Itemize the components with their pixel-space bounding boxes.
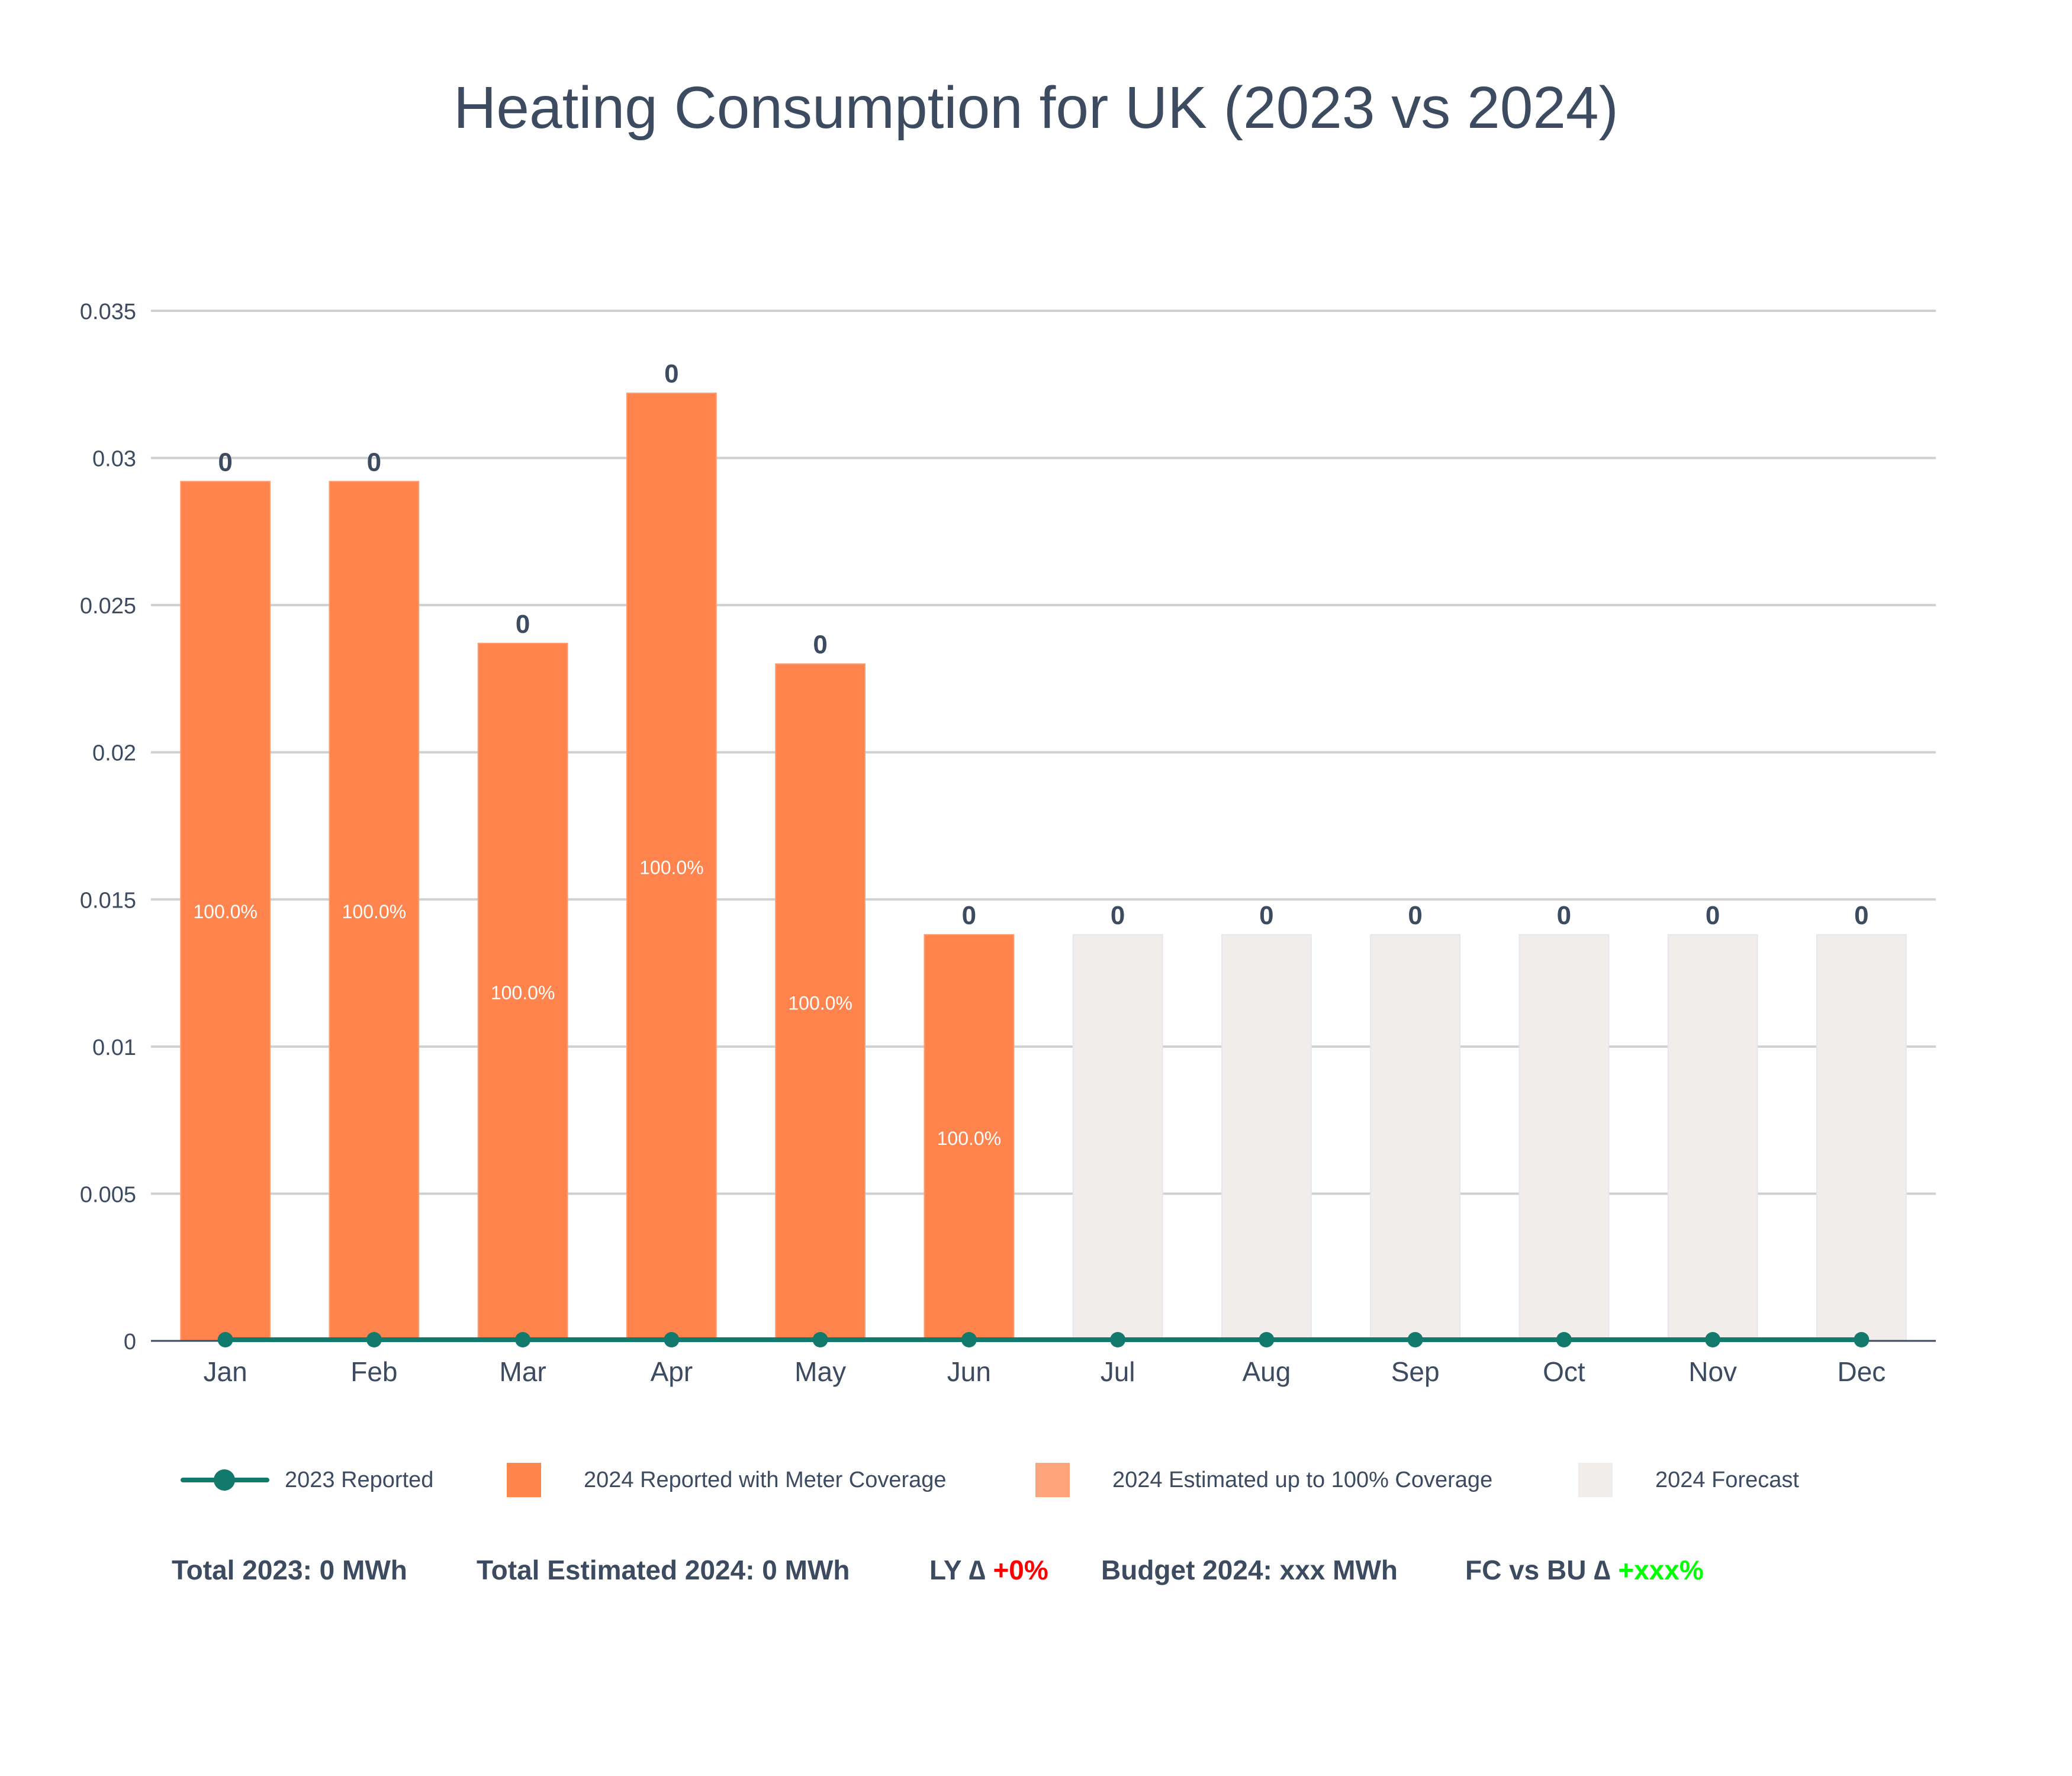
legend-item-2024-forecast[interactable]: 2024 Forecast	[1578, 1453, 1799, 1507]
chart-title: Heating Consumption for UK (2023 vs 2024…	[453, 75, 1619, 141]
legend-line-marker-icon	[181, 1462, 269, 1498]
bar-forecast	[1816, 934, 1907, 1341]
y-tick-label: 0.03	[92, 447, 136, 472]
x-tick-label: Jul	[1101, 1356, 1135, 1387]
bar-total-label: 0	[218, 448, 232, 477]
legend-swatch-icon	[1578, 1463, 1613, 1497]
x-tick-label: Nov	[1688, 1356, 1737, 1387]
x-tick-label: Sep	[1391, 1356, 1440, 1387]
x-tick-label: Mar	[500, 1356, 546, 1387]
y-tick-label: 0.02	[92, 741, 136, 766]
line-2023-point	[1110, 1332, 1126, 1347]
line-2023-point	[1407, 1332, 1423, 1347]
x-tick-label: Jan	[204, 1356, 247, 1387]
line-2023-point	[217, 1332, 233, 1347]
summary-total-2023: Total 2023: 0 MWh	[172, 1555, 407, 1585]
bar-coverage-label: 100.0%	[342, 901, 407, 922]
y-tick-label: 0.015	[80, 888, 136, 913]
y-tick-label: 0.01	[92, 1035, 136, 1060]
bar-total-label: 0	[664, 359, 678, 388]
bar-forecast	[1072, 934, 1163, 1341]
bar-total-label: 0	[1557, 901, 1571, 930]
bar-reported	[180, 481, 271, 1341]
legend-item-2024-reported[interactable]: 2024 Reported with Meter Coverage	[507, 1453, 947, 1507]
y-tick-label: 0.025	[80, 594, 136, 619]
legend-swatch-icon	[1035, 1463, 1070, 1497]
bar-forecast	[1667, 934, 1758, 1341]
bar-forecast	[1221, 934, 1312, 1341]
bar-reported	[775, 663, 866, 1341]
x-tick-label: Apr	[651, 1356, 693, 1387]
summary-ly-value: +0%	[993, 1555, 1048, 1585]
legend-label: 2024 Reported with Meter Coverage	[584, 1467, 947, 1492]
bar-total-label: 0	[962, 901, 976, 930]
summary-fc-vs-bu: FC vs BU ∆ +xxx%	[1465, 1554, 1704, 1586]
bar-total-label: 0	[1854, 901, 1868, 930]
bar-coverage-label: 100.0%	[491, 982, 555, 1003]
bar-reported	[329, 481, 420, 1341]
chart-plot-area: 0 0.005 0.01 0.015 0.02 0.025 0.03 0.035 100.0% 0…	[80, 300, 1936, 1387]
bar-forecast	[1518, 934, 1610, 1341]
legend-swatch-icon	[507, 1463, 541, 1497]
line-2023-point	[961, 1332, 977, 1347]
x-tick-label: May	[794, 1356, 846, 1387]
summary-budget: Budget 2024: xxx MWh	[1101, 1555, 1398, 1585]
x-tick-label: Aug	[1242, 1356, 1291, 1387]
legend-item-2023-reported[interactable]: 2023 Reported	[181, 1453, 433, 1507]
legend-item-2024-estimated[interactable]: 2024 Estimated up to 100% Coverage	[1035, 1453, 1492, 1507]
x-tick-label: Dec	[1837, 1356, 1886, 1387]
legend-label: 2023 Reported	[285, 1467, 434, 1492]
y-tick-label: 0	[124, 1330, 136, 1354]
x-tick-label: Oct	[1543, 1356, 1585, 1387]
line-2023-point	[1556, 1332, 1572, 1347]
bar-coverage-label: 100.0%	[937, 1128, 1002, 1149]
bar-total-label: 0	[1111, 901, 1125, 930]
legend-label: 2024 Forecast	[1655, 1467, 1799, 1492]
legend-dot	[214, 1469, 235, 1491]
bar-total-label: 0	[367, 448, 381, 477]
bar-coverage-label: 100.0%	[788, 992, 852, 1014]
line-2023-point	[812, 1332, 828, 1347]
bar-forecast	[1370, 934, 1460, 1341]
bar-total-label: 0	[516, 610, 530, 639]
summary-ly-label: LY ∆	[929, 1555, 993, 1585]
summary-fc-label: FC vs BU ∆	[1465, 1555, 1619, 1585]
y-tick-label: 0.035	[80, 300, 136, 324]
bar-total-label: 0	[1259, 901, 1273, 930]
bar-total-label: 0	[813, 630, 827, 659]
legend-label: 2024 Estimated up to 100% Coverage	[1112, 1467, 1493, 1492]
y-tick-label: 0.005	[80, 1182, 136, 1207]
bar-total-label: 0	[1408, 901, 1422, 930]
summary-ly-delta: LY ∆ +0%	[929, 1554, 1048, 1586]
line-2023-point	[515, 1332, 531, 1347]
bar-total-label: 0	[1706, 901, 1720, 930]
line-2023-point	[1259, 1332, 1275, 1347]
chart-legend: 2023 Reported 2024 Reported with Meter C…	[0, 1453, 2072, 1507]
summary-total-estimated-2024: Total Estimated 2024: 0 MWh	[477, 1555, 850, 1585]
line-2023-point	[664, 1332, 680, 1347]
x-tick-label: Feb	[350, 1356, 397, 1387]
x-tick-label: Jun	[947, 1356, 991, 1387]
bar-reported	[924, 934, 1015, 1341]
bar-coverage-label: 100.0%	[639, 857, 704, 879]
line-2023-point	[1705, 1332, 1721, 1347]
bar-reported	[626, 392, 717, 1342]
line-2023-point	[1854, 1332, 1870, 1347]
bar-coverage-label: 100.0%	[193, 901, 258, 922]
summary-fc-value: +xxx%	[1618, 1555, 1704, 1585]
line-2023-point	[366, 1332, 382, 1347]
